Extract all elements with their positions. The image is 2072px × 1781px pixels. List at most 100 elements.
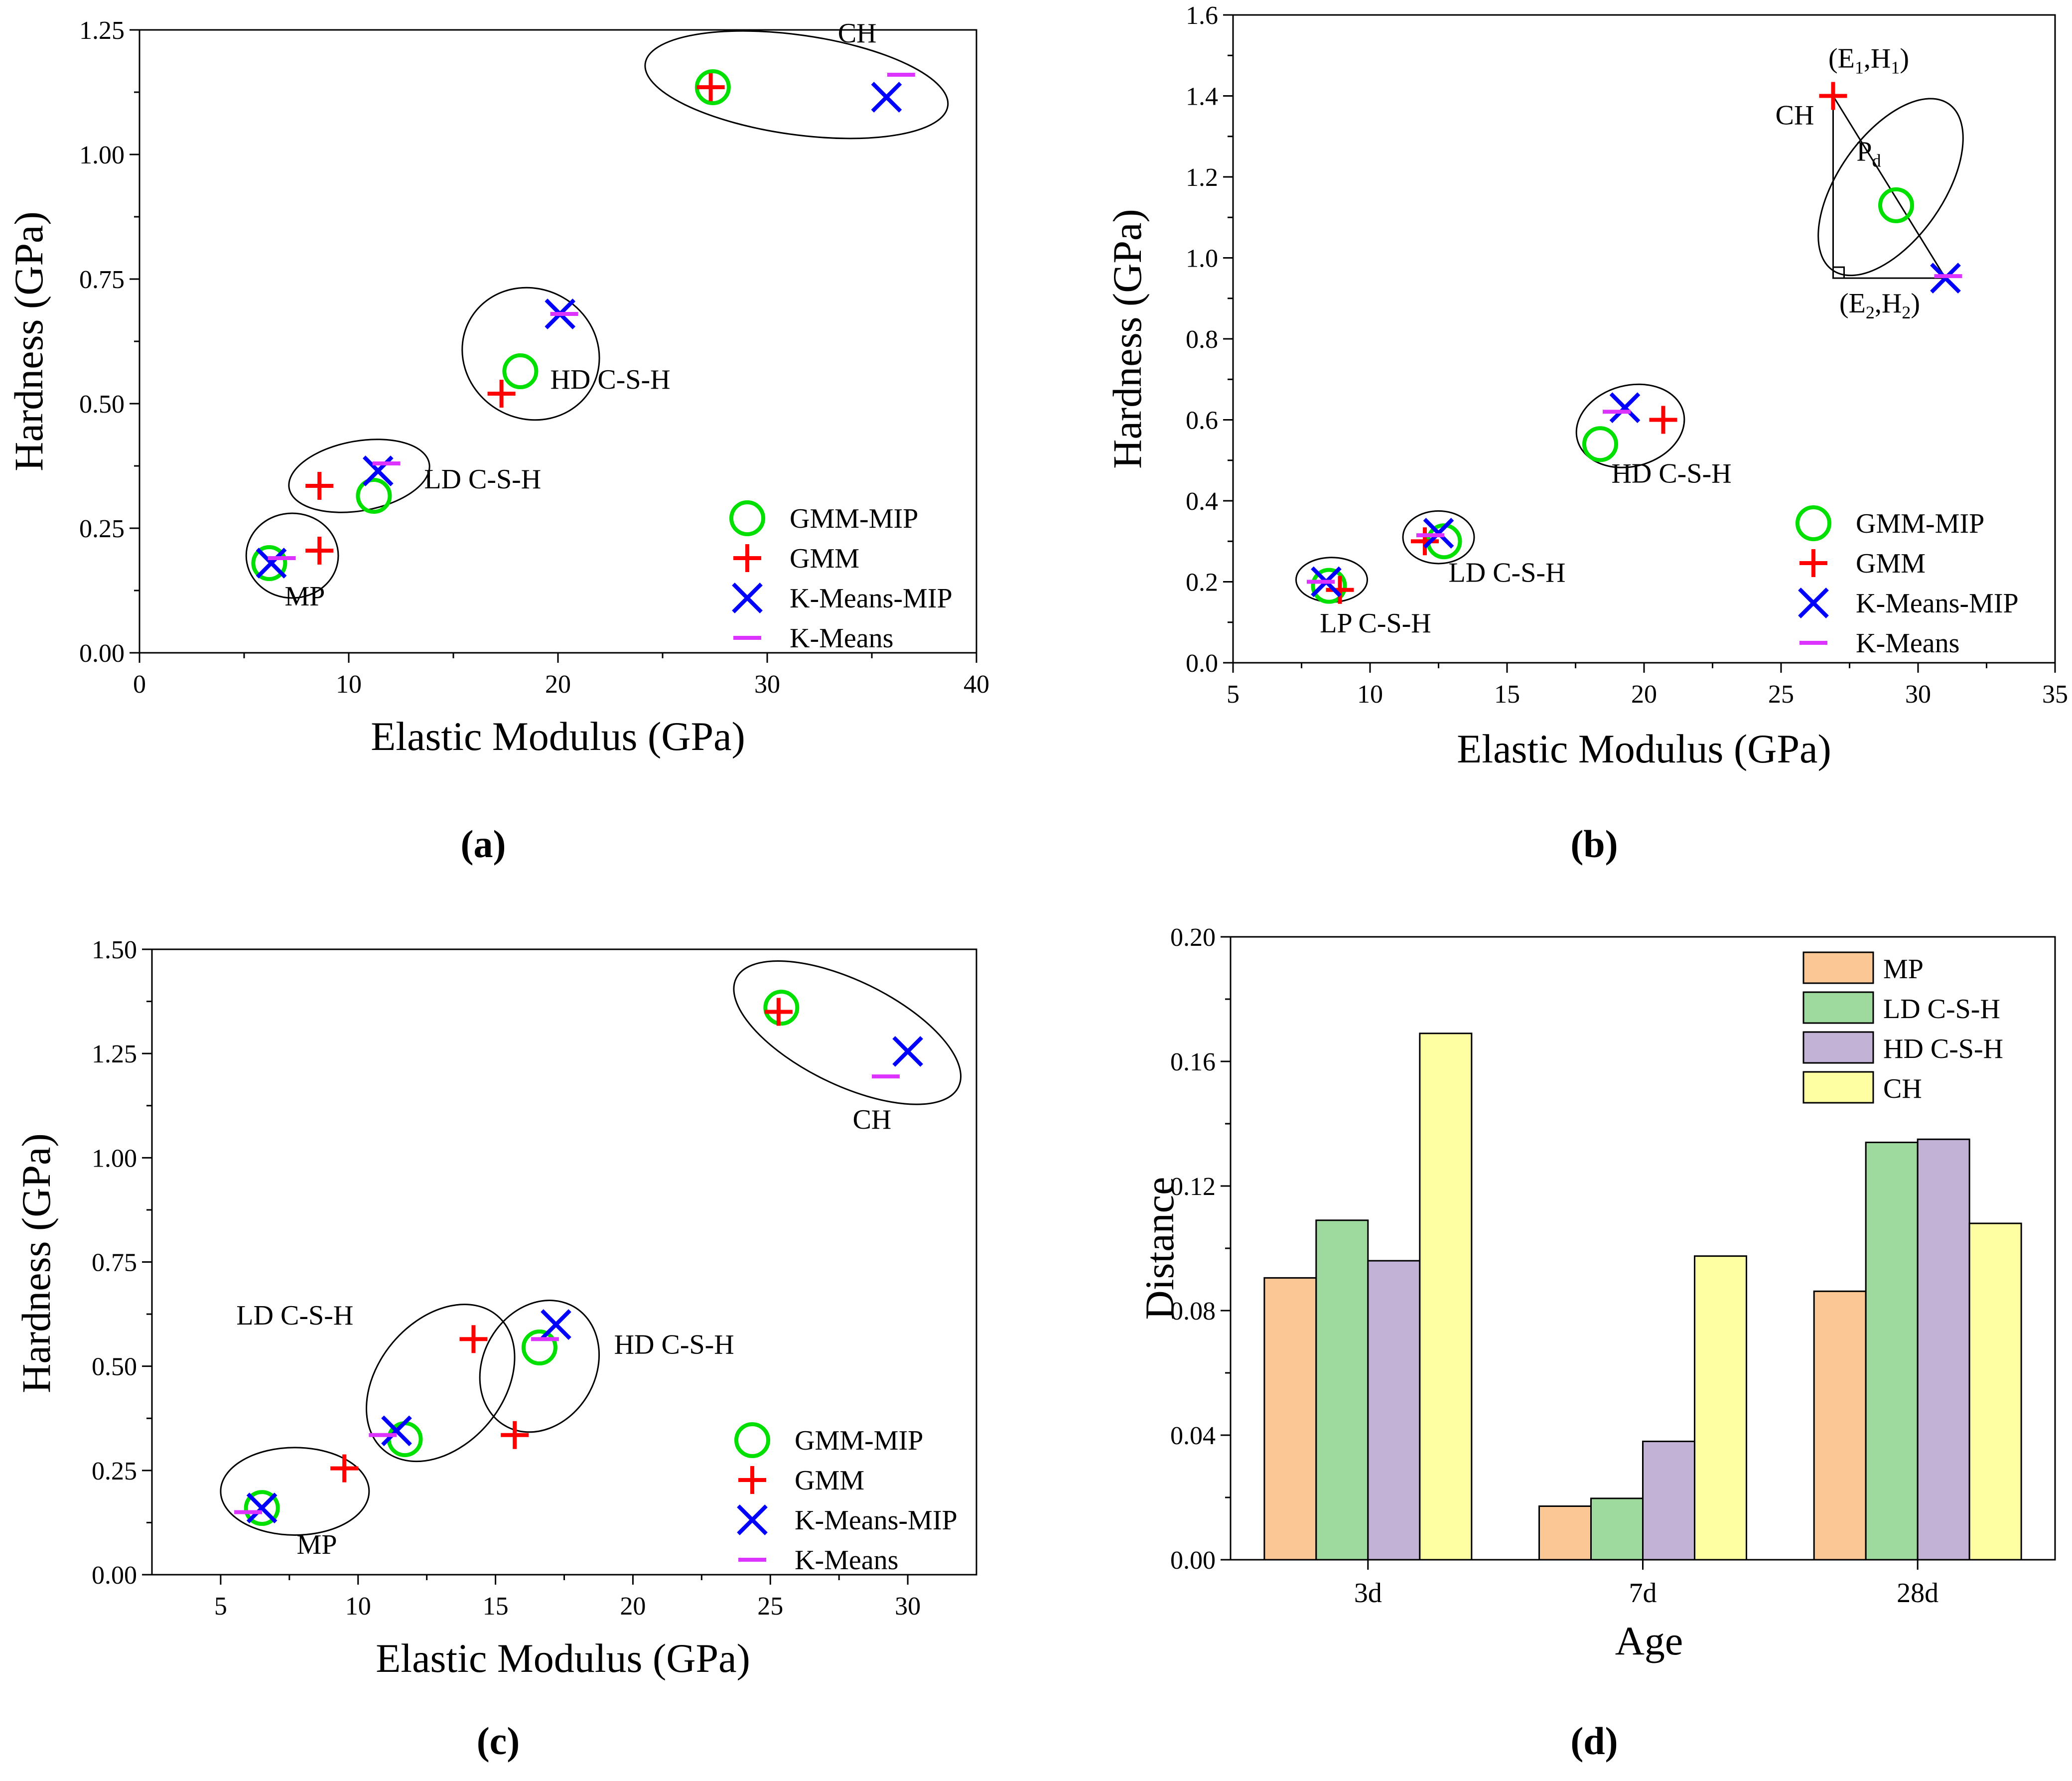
panel-c-point-gmm <box>459 1325 488 1353</box>
panel-a-point-gmm-mip <box>502 353 539 389</box>
panel-c-x-tick-label: 30 <box>895 1592 921 1621</box>
panel-c-point-k-means-mip <box>892 1036 923 1067</box>
panel-c-point-gmm-mip <box>521 1330 557 1366</box>
panel-a-x-tick-label: 40 <box>964 670 989 699</box>
panel-c-point-k-means-mip <box>246 1492 277 1523</box>
panel-a-point-gmm-mip <box>251 545 287 581</box>
panel-b-annotations: LP C-S-H LD C-S-H HD C-S-H CH Pd (E1,H1) (E2,H… <box>1320 43 1920 639</box>
panel-b-cluster-ellipse <box>1295 557 1368 603</box>
panel-c-x-tick-label: 25 <box>757 1592 783 1621</box>
panel-a-point-k-means-mip <box>256 548 287 579</box>
panel-c-legend-label: K-Means <box>795 1545 898 1576</box>
panel-b-legend-marker <box>1796 505 1831 541</box>
panel-b-y-axis-label: Hardness (GPa) <box>1105 209 1150 468</box>
panel-b-legend-label: GMM-MIP <box>1856 508 1984 539</box>
panel-c-y-axis-label: Hardness (GPa) <box>13 1133 59 1393</box>
panel-d-bar-mp-7d <box>1538 1505 1592 1561</box>
panel-b-y-tick-label: 0.2 <box>1186 569 1218 597</box>
panel-c-y-tick-label: 0.75 <box>92 1249 137 1277</box>
panel-d-bar-chart: 0.00 0.04 0.08 0.12 0.16 0.20 3d 7d 28d Age Dist… <box>1137 923 2056 1763</box>
panel-d-bar-ch-3d <box>1419 1033 1473 1561</box>
panel-a-x-axis-label: Elastic Modulus (GPa) <box>371 714 745 759</box>
panel-d-y-axis-label: Distance <box>1137 1177 1182 1320</box>
panel-b-annotation: LD C-S-H <box>1449 558 1566 589</box>
panel-b-y-tick-label: 1.4 <box>1186 83 1218 111</box>
panel-d-y-tick-label: 0.20 <box>1170 923 1216 952</box>
panel-a-annotations: MP LD C-S-H HD C-S-H CH <box>284 18 876 612</box>
panel-b-x-tick-label: 10 <box>1357 680 1383 709</box>
panel-a-x-tick-label: 20 <box>545 670 571 699</box>
panel-c-point-gmm <box>764 998 793 1026</box>
panel-d-bar-ch-28d <box>1968 1222 2022 1561</box>
panel-b-point-gmm-mip <box>1311 568 1347 604</box>
panel-d-bar-hd-c-s-h-28d <box>1917 1138 1970 1561</box>
panel-b-point-k-means-mip <box>1930 263 1961 294</box>
panel-d-legend: MP LD C-S-H HD C-S-H CH <box>1802 951 2003 1104</box>
panel-d-legend-label: MP <box>1883 954 1924 985</box>
panel-a-legend-label: K-Means <box>790 623 893 654</box>
panel-b-y-tick-label: 0.6 <box>1186 407 1218 435</box>
panel-a-point-k-means-mip <box>871 82 902 113</box>
panel-b-y-tick-label: 0.4 <box>1186 487 1218 516</box>
panel-c-point-gmm <box>330 1454 359 1483</box>
panel-a-y-tick-label: 0.00 <box>79 639 125 668</box>
panel-b-point-gmm-mip <box>1878 187 1914 223</box>
panel-d-bar-ld-c-s-h-3d <box>1315 1219 1369 1561</box>
panel-a-legend-label: K-Means-MIP <box>790 583 953 614</box>
panel-d-x-tick-label: 28d <box>1897 1578 1938 1609</box>
panel-c-x-tick-label: 5 <box>214 1592 227 1621</box>
panel-b-x-tick-label: 25 <box>1768 680 1794 709</box>
panel-b-x-tick-label: 20 <box>1631 680 1657 709</box>
panel-c-x-tick-label: 10 <box>345 1592 371 1621</box>
panel-a-cluster-ellipse <box>245 512 339 599</box>
panel-c-y-tick-label: 0.25 <box>92 1457 137 1485</box>
panel-c-annotations: MP LD C-S-H HD C-S-H CH <box>236 1104 891 1560</box>
panel-b-x-tick-label: 5 <box>1227 680 1240 709</box>
panel-c-cluster-ellipse <box>733 960 962 1105</box>
panel-a-legend: GMM-MIP GMM K-Means-MIP K-Means <box>729 500 953 654</box>
panel-b-x-axis-label: Elastic Modulus (GPa) <box>1457 726 1831 771</box>
panel-a-annotation: MP <box>284 581 325 612</box>
panel-d-bar-ch-7d <box>1694 1255 1747 1561</box>
panel-c-y-tick-label: 0.00 <box>92 1561 137 1590</box>
panel-b-scatter-chart: 0.0 0.2 0.4 0.6 0.8 1.0 1.2 1.4 1.6 5 10 15 20 25 30 35… <box>1105 1 2068 866</box>
panel-d-bar-hd-c-s-h-7d <box>1642 1441 1695 1561</box>
panel-a-legend-label: GMM-MIP <box>790 503 918 534</box>
panel-c-legend-marker <box>738 1466 766 1494</box>
panel-a-annotation: CH <box>838 18 877 49</box>
panel-d-bar-mp-28d <box>1813 1290 1867 1561</box>
panel-b-annotation: LP C-S-H <box>1320 608 1431 639</box>
panel-b-point-gmm <box>1649 406 1677 434</box>
panel-a-annotation: HD C-S-H <box>550 364 670 395</box>
panel-a-point-gmm-mip <box>356 478 392 514</box>
panel-c-cluster-ellipse <box>479 1300 600 1433</box>
panel-a-legend-label: GMM <box>790 543 859 574</box>
panel-c-legend-label: K-Means-MIP <box>795 1505 958 1536</box>
panel-a-cluster-ellipse <box>288 439 430 513</box>
panel-a-y-tick-label: 0.50 <box>79 390 125 419</box>
panel-b-legend: GMM-MIP GMM K-Means-MIP K-Means <box>1796 505 2019 659</box>
panel-d-bar-ld-c-s-h-28d <box>1865 1142 1919 1561</box>
panel-b-annotation: CH <box>1776 100 1814 131</box>
panel-b-annotation: (E1,H1) <box>1828 43 1909 78</box>
panel-a-scatter-chart: 0.00 0.25 0.50 0.75 1.00 1.25 0 10 20 30 40 Elasti… <box>6 16 989 866</box>
panel-a-y-tick-label: 0.75 <box>79 266 125 294</box>
panel-c-legend-marker <box>737 1504 768 1535</box>
panel-d-bar-ld-c-s-h-7d <box>1590 1497 1644 1561</box>
panel-c-legend: GMM-MIP GMM K-Means-MIP K-Means <box>734 1422 958 1576</box>
panel-a-point-gmm <box>696 73 725 101</box>
panel-c-annotation: HD C-S-H <box>614 1330 734 1360</box>
panel-d-y-tick-label: 0.04 <box>1170 1422 1216 1450</box>
panel-a-point-gmm <box>487 380 516 408</box>
panel-b-point-gmm <box>1411 527 1439 556</box>
panel-b-point-k-means-mip <box>1609 392 1641 423</box>
panel-b-point-k-means-mip <box>1423 518 1454 549</box>
panel-d-y-tick-label: 0.08 <box>1170 1297 1216 1326</box>
panel-b-legend-label: K-Means-MIP <box>1856 588 2019 619</box>
panel-c-legend-marker <box>734 1422 770 1458</box>
panel-b-caption: (b) <box>1570 822 1618 866</box>
panel-d-x-tick-label: 7d <box>1629 1578 1657 1609</box>
panel-a-legend-marker <box>732 583 763 613</box>
panel-b-y-tick-label: 1.6 <box>1186 1 1218 30</box>
